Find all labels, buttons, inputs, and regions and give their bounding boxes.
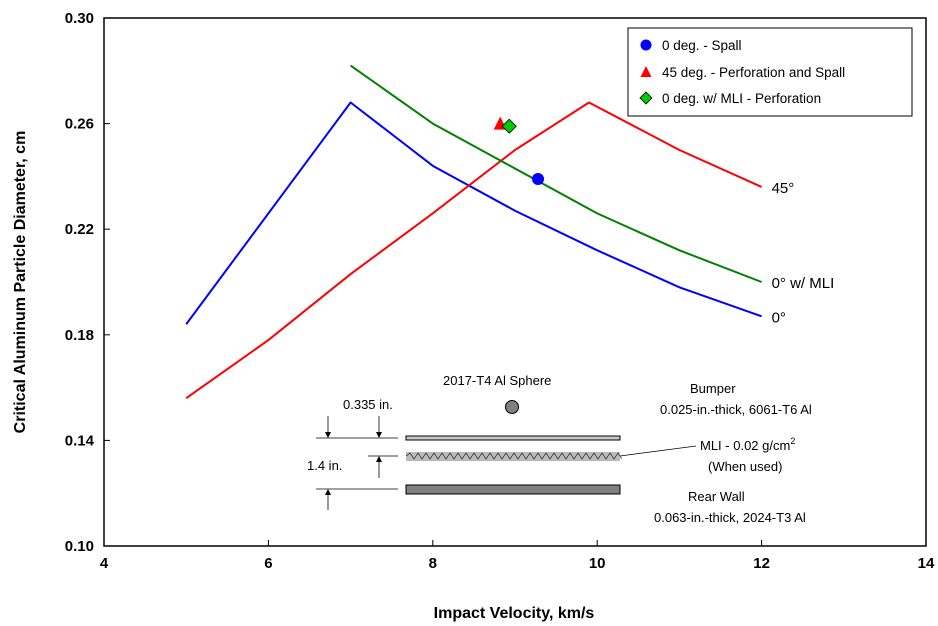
mli-hatch	[405, 452, 623, 460]
legend-label-perforation-spall: 45 deg. - Perforation and Spall	[662, 65, 845, 80]
x-tick-label: 6	[264, 555, 272, 572]
inset-rear-wall-label: Rear Wall	[688, 489, 745, 504]
bumper-plate	[405, 435, 621, 441]
rear-wall-plate	[405, 484, 621, 495]
inset-rear-wall-spec: 0.063-in.-thick, 2024-T3 Al	[654, 510, 806, 525]
dim-arrowhead-mli	[376, 456, 382, 462]
inset-mli-label: MLI - 0.02 g/cm2	[700, 436, 795, 453]
series-line-0deg	[185, 101, 762, 325]
tick-labels: 4 6 8 10 12 14 0.10 0.14 0.18 0.22 0.26 0.30	[65, 10, 935, 572]
x-tick-label: 14	[918, 555, 935, 572]
series-line-45deg	[185, 101, 763, 399]
inset-sphere-label: 2017-T4 Al Sphere	[443, 373, 551, 388]
y-tick-label: 0.18	[65, 327, 94, 344]
legend-triangle-marker	[640, 66, 652, 77]
y-tick-label: 0.14	[65, 432, 95, 449]
dim-arrowhead-top	[325, 432, 331, 438]
legend-circle-marker	[640, 39, 652, 51]
data-markers	[493, 116, 545, 186]
series-label-0deg-mli: 0° w/ MLI	[772, 275, 835, 292]
series-line-0deg-mli	[350, 64, 762, 283]
y-tick-label: 0.10	[65, 538, 94, 555]
y-axis-title: Critical Aluminum Particle Diameter, cm	[12, 131, 29, 434]
inset-bumper-label: Bumper	[690, 381, 736, 396]
legend-label-mli-perforation: 0 deg. w/ MLI - Perforation	[662, 91, 821, 106]
inset-mli-note: (When used)	[708, 459, 782, 474]
series-label-45deg: 45°	[772, 180, 795, 197]
projectile-sphere	[505, 400, 519, 414]
dim-arrowhead-bottom	[325, 489, 331, 495]
plot-frame	[103, 17, 927, 547]
y-tick-label: 0.26	[65, 116, 94, 133]
plot-axes	[103, 17, 927, 547]
dim-bumper-label: 0.335 in.	[343, 397, 393, 412]
dim-spacing-label: 1.4 in.	[307, 458, 342, 473]
x-tick-label: 8	[429, 555, 437, 572]
series-label-0deg: 0°	[772, 309, 786, 326]
target-inset-diagram: 2017-T4 Al Sphere Bumper 0.025-in.-thick…	[307, 373, 812, 525]
mli-leader-line	[619, 445, 697, 457]
x-axis-title: Impact Velocity, km/s	[434, 605, 595, 622]
series-end-labels: 0° 45° 0° w/ MLI	[772, 180, 835, 326]
x-tick-label: 12	[753, 555, 770, 572]
inset-bumper-spec: 0.025-in.-thick, 6061-T6 Al	[660, 402, 812, 417]
legend-label-spall: 0 deg. - Spall	[662, 38, 742, 53]
mli-layer	[406, 452, 620, 461]
legend-diamond-marker	[639, 91, 653, 105]
x-tick-label: 10	[589, 555, 606, 572]
y-tick-label: 0.30	[65, 10, 94, 27]
dim-arrowhead-bumper	[376, 432, 382, 438]
x-tick-label: 4	[100, 555, 109, 572]
marker-mli-perforation-diamond	[501, 118, 517, 134]
legend: 0 deg. - Spall 45 deg. - Perforation and…	[627, 27, 913, 117]
series-layer	[185, 64, 763, 399]
y-tick-label: 0.22	[65, 221, 94, 238]
legend-box	[627, 27, 913, 117]
marker-spall-circle	[532, 173, 545, 186]
